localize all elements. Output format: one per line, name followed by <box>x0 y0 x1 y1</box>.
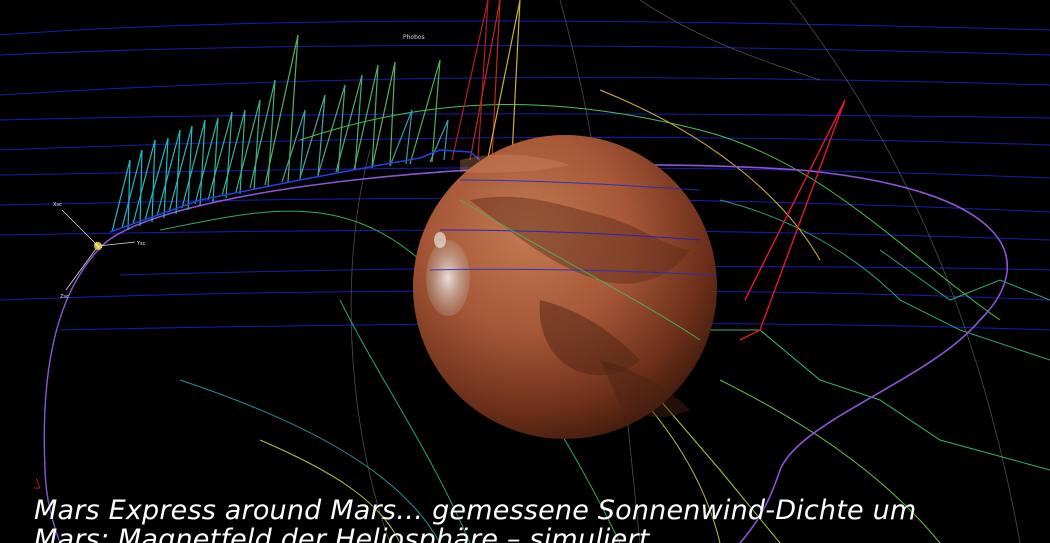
density-spikes <box>111 0 521 233</box>
density-baseline <box>109 149 481 233</box>
mars-globe <box>413 135 717 439</box>
caption: Mars Express around Mars… gemessene Sonn… <box>34 496 1034 543</box>
axis-label-z: Zsc <box>60 294 69 300</box>
origin-marker <box>34 477 41 489</box>
axis-label-y: Ysc <box>136 241 146 247</box>
caption-line-2: Mars; Magnetfeld der Heliosphäre – simul… <box>34 524 650 543</box>
field-lines-front <box>429 179 716 341</box>
caption-line-1: Mars Express around Mars… gemessene Sonn… <box>34 495 917 526</box>
axis-label-x: Xsc <box>53 202 62 208</box>
red-spike <box>739 99 846 341</box>
spacecraft-axes <box>61 209 136 291</box>
orbit-path-lower <box>43 247 101 543</box>
phobos-label: Phobos <box>403 34 425 41</box>
orbit-path <box>99 163 1009 543</box>
